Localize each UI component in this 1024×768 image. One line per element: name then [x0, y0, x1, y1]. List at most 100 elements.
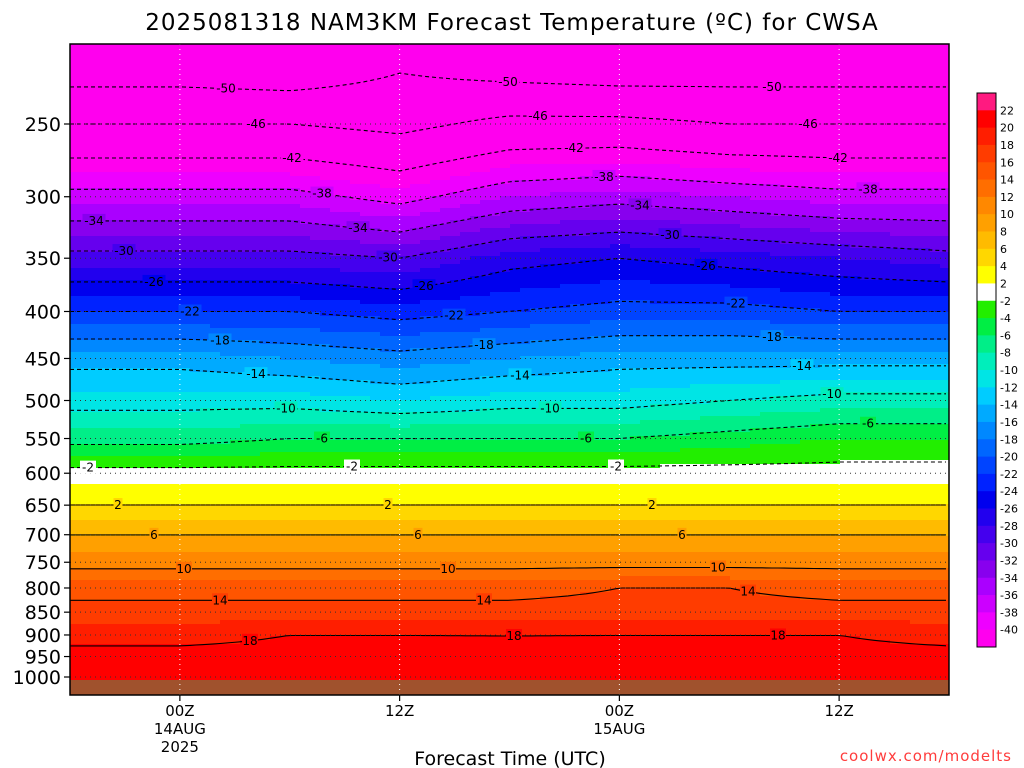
- field-cell: [270, 184, 281, 189]
- field-cell: [70, 624, 81, 629]
- field-cell: [110, 320, 121, 325]
- field-cell: [210, 660, 221, 665]
- field-cell: [140, 184, 151, 189]
- field-cell: [200, 424, 211, 429]
- field-cell: [300, 480, 311, 485]
- field-cell: [280, 288, 291, 293]
- field-cell: [220, 60, 231, 65]
- field-cell: [260, 332, 271, 337]
- field-cell: [320, 496, 331, 501]
- field-cell: [220, 552, 231, 557]
- field-cell: [190, 272, 201, 277]
- field-cell: [90, 424, 101, 429]
- field-cell: [300, 376, 311, 381]
- field-cell: [310, 280, 321, 285]
- field-cell: [220, 160, 231, 165]
- field-cell: [180, 484, 191, 489]
- field-cell: [310, 664, 321, 669]
- field-cell: [250, 316, 261, 321]
- field-cell: [190, 104, 201, 109]
- field-cell: [360, 260, 371, 265]
- field-cell: [320, 424, 331, 429]
- field-cell: [100, 172, 111, 177]
- field-cell: [150, 56, 161, 61]
- field-cell: [190, 484, 201, 489]
- field-cell: [170, 588, 181, 593]
- field-cell: [120, 500, 131, 505]
- field-cell: [190, 444, 201, 449]
- field-cell: [180, 500, 191, 505]
- field-cell: [320, 252, 331, 257]
- field-cell: [260, 524, 271, 529]
- field-cell: [120, 428, 131, 433]
- field-cell: [140, 316, 151, 321]
- field-cell: [190, 96, 201, 101]
- field-cell: [130, 352, 141, 357]
- field-cell: [160, 324, 171, 329]
- field-cell: [270, 268, 281, 273]
- field-cell: [260, 636, 271, 641]
- field-cell: [250, 616, 261, 621]
- field-cell: [160, 148, 171, 153]
- field-cell: [230, 368, 241, 373]
- field-cell: [340, 484, 351, 489]
- field-cell: [310, 364, 321, 369]
- field-cell: [350, 428, 361, 433]
- field-cell: [140, 660, 151, 665]
- field-cell: [340, 632, 351, 637]
- field-cell: [310, 384, 321, 389]
- field-cell: [360, 676, 371, 681]
- field-cell: [310, 140, 321, 145]
- field-cell: [120, 632, 131, 637]
- field-cell: [330, 364, 341, 369]
- field-cell: [170, 264, 181, 269]
- field-cell: [360, 68, 371, 73]
- field-cell: [360, 284, 371, 289]
- field-cell: [200, 640, 211, 645]
- field-cell: [90, 148, 101, 153]
- field-cell: [240, 52, 251, 57]
- field-cell: [290, 608, 301, 613]
- field-cell: [220, 176, 231, 181]
- field-cell: [230, 404, 241, 409]
- field-cell: [320, 500, 331, 505]
- field-cell: [300, 272, 311, 277]
- field-cell: [270, 64, 281, 69]
- field-cell: [160, 84, 171, 89]
- field-cell: [300, 80, 311, 85]
- field-cell: [280, 480, 291, 485]
- field-cell: [80, 656, 91, 661]
- field-cell: [350, 632, 361, 637]
- field-cell: [320, 572, 331, 577]
- field-cell: [140, 308, 151, 313]
- field-cell: [120, 312, 131, 317]
- field-cell: [70, 512, 81, 517]
- field-cell: [240, 496, 251, 501]
- field-cell: [330, 520, 341, 525]
- field-cell: [300, 576, 311, 581]
- field-cell: [240, 416, 251, 421]
- field-cell: [220, 460, 231, 465]
- field-cell: [110, 668, 121, 673]
- field-cell: [110, 552, 121, 557]
- field-cell: [290, 564, 301, 569]
- field-cell: [350, 548, 361, 553]
- field-cell: [180, 328, 191, 333]
- field-cell: [220, 120, 231, 125]
- field-cell: [160, 652, 171, 657]
- field-cell: [240, 84, 251, 89]
- field-cell: [80, 660, 91, 665]
- field-cell: [270, 392, 281, 397]
- field-cell: [70, 184, 81, 189]
- field-cell: [160, 552, 171, 557]
- field-cell: [80, 104, 91, 109]
- field-cell: [330, 432, 341, 437]
- field-cell: [130, 360, 141, 365]
- field-cell: [70, 412, 81, 417]
- field-cell: [280, 548, 291, 553]
- field-cell: [210, 264, 221, 269]
- field-cell: [240, 604, 251, 609]
- field-cell: [110, 352, 121, 357]
- field-cell: [320, 472, 331, 477]
- field-cell: [320, 112, 331, 117]
